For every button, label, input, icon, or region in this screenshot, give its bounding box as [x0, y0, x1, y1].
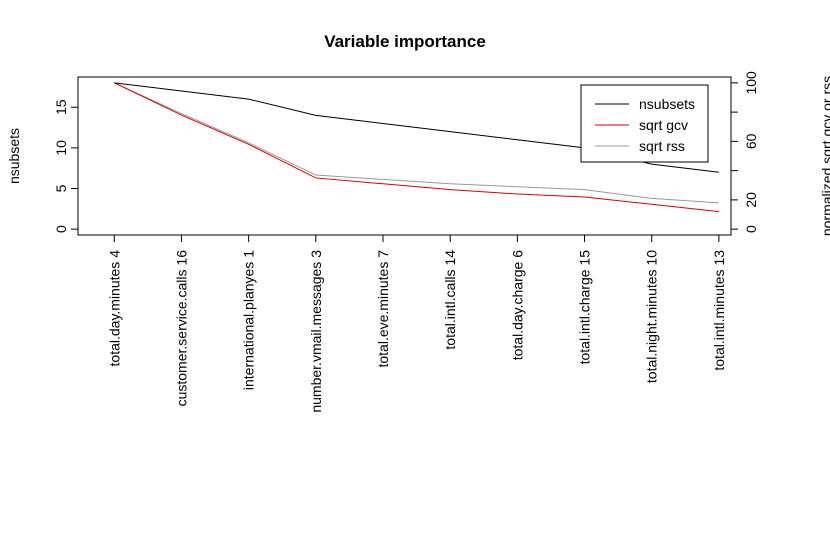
legend-box	[580, 84, 709, 163]
series-line	[114, 82, 719, 213]
x-tick-label: total.day.minutes 4	[106, 250, 122, 367]
x-tick-label: international.planyes 1	[241, 250, 257, 390]
y-axis-title: nsubsets	[6, 128, 22, 184]
y2-tick-label: 60	[743, 133, 759, 149]
y-tick-label: 0	[53, 225, 69, 233]
y-tick-label: 10	[53, 140, 69, 156]
y-tick-label: 15	[53, 99, 69, 115]
x-tick-label: number.vmail.messages 3	[308, 250, 324, 413]
y2-tick-label: 100	[743, 71, 759, 95]
y2-axis-title: normalized sqrt gcv or rss	[819, 76, 830, 236]
legend-label: sqrt rss	[639, 138, 685, 154]
chart-title: Variable importance	[324, 32, 486, 51]
y-tick-label: 5	[53, 184, 69, 192]
y2-tick-label: 20	[743, 192, 759, 208]
x-tick-label: customer.service.calls 16	[173, 250, 189, 407]
x-tick-label: total.eve.minutes 7	[375, 250, 391, 368]
x-tick-label: total.intl.minutes 13	[711, 250, 727, 371]
y2-tick-label: 0	[743, 225, 759, 233]
x-tick-label: total.night.minutes 10	[644, 250, 660, 383]
x-tick-label: total.intl.charge 15	[577, 250, 593, 365]
x-tick-label: total.intl.calls 14	[442, 250, 458, 350]
series-line	[114, 82, 719, 204]
x-tick-label: total.day.charge 6	[509, 250, 525, 360]
legend-label: sqrt gcv	[639, 117, 688, 133]
legend-label: nsubsets	[639, 96, 695, 112]
